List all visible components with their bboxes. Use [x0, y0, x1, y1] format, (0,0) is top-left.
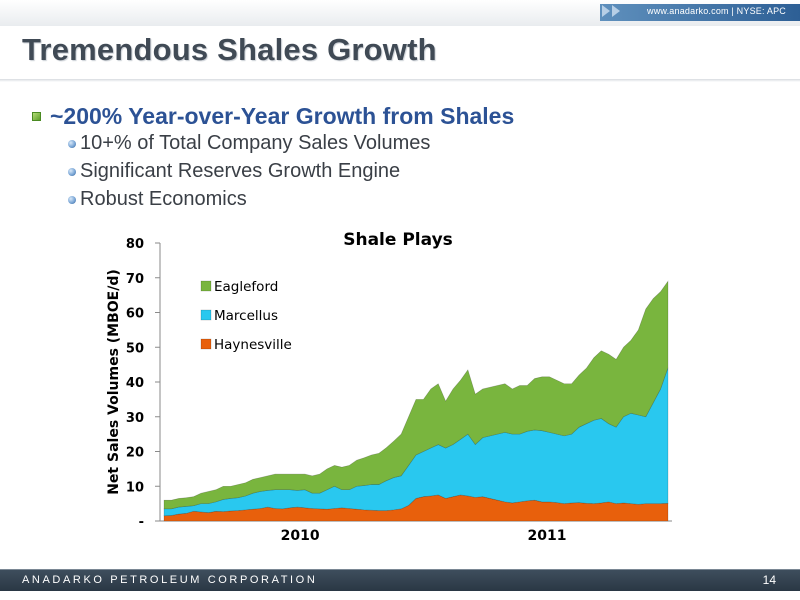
area-eagleford	[163, 280, 669, 510]
area-haynesville	[163, 494, 669, 522]
round-bullet-icon	[68, 139, 76, 148]
legend-label-marcellus: Marcellus	[214, 308, 278, 324]
y-tick-label: 40	[126, 376, 144, 391]
x-tick-label: 2010	[281, 528, 320, 544]
shale-plays-chart: Shale Plays - 10 20 30 40 50 60 70 80 Net Sales Vo…	[106, 230, 672, 544]
top-banner: www.anadarko.com | NYSE: APC	[0, 0, 800, 26]
square-bullet-icon	[32, 112, 41, 121]
y-tick-label: 70	[126, 272, 144, 287]
page-number: 14	[762, 573, 776, 587]
top-banner-band	[600, 4, 800, 21]
round-bullet-icon	[68, 167, 76, 176]
y-tick-label: 60	[126, 307, 144, 322]
y-tick-label: 80	[126, 237, 144, 252]
sub-bullet-text: Significant Reserves Growth Engine	[80, 160, 401, 182]
y-tick-label: -	[139, 515, 144, 530]
sub-bullet-text: 10+% of Total Company Sales Volumes	[80, 132, 431, 154]
header-url[interactable]: www.anadarko.com | NYSE: APC	[647, 6, 786, 16]
x-tick-label: 2011	[528, 528, 567, 544]
chart-title: Shale Plays	[343, 230, 453, 250]
y-tick-label: 50	[126, 341, 144, 356]
y-axis-label: Net Sales Volumes (MBOE/d)	[106, 269, 122, 495]
y-tick-label: 20	[126, 446, 144, 461]
sub-bullet: 10+% of Total Company Sales Volumes	[68, 132, 430, 155]
title-divider	[0, 79, 800, 82]
legend-label-haynesville: Haynesville	[214, 337, 292, 353]
main-bullet-text: ~200% Year-over-Year Growth from Shales	[50, 103, 515, 129]
sub-bullet: Robust Economics	[68, 188, 247, 211]
legend-swatch-eagleford	[200, 280, 212, 292]
chevron-right-icon	[612, 5, 620, 17]
sub-bullet: Significant Reserves Growth Engine	[68, 160, 400, 183]
legend-swatch-marcellus	[200, 309, 212, 321]
legend-label-eagleford: Eagleford	[214, 279, 278, 295]
y-tick-label: 10	[126, 480, 144, 495]
sub-bullet-text: Robust Economics	[80, 188, 247, 210]
y-tick-label: 30	[126, 411, 144, 426]
chevron-right-icon	[602, 5, 610, 17]
slide-title: Tremendous Shales Growth	[22, 32, 437, 67]
footer-company: ANADARKO PETROLEUM CORPORATION	[22, 574, 318, 586]
round-bullet-icon	[68, 195, 76, 204]
main-bullet: ~200% Year-over-Year Growth from Shales	[32, 103, 514, 130]
footer-bar: ANADARKO PETROLEUM CORPORATION 14	[0, 569, 800, 591]
legend-swatch-haynesville	[200, 338, 212, 350]
